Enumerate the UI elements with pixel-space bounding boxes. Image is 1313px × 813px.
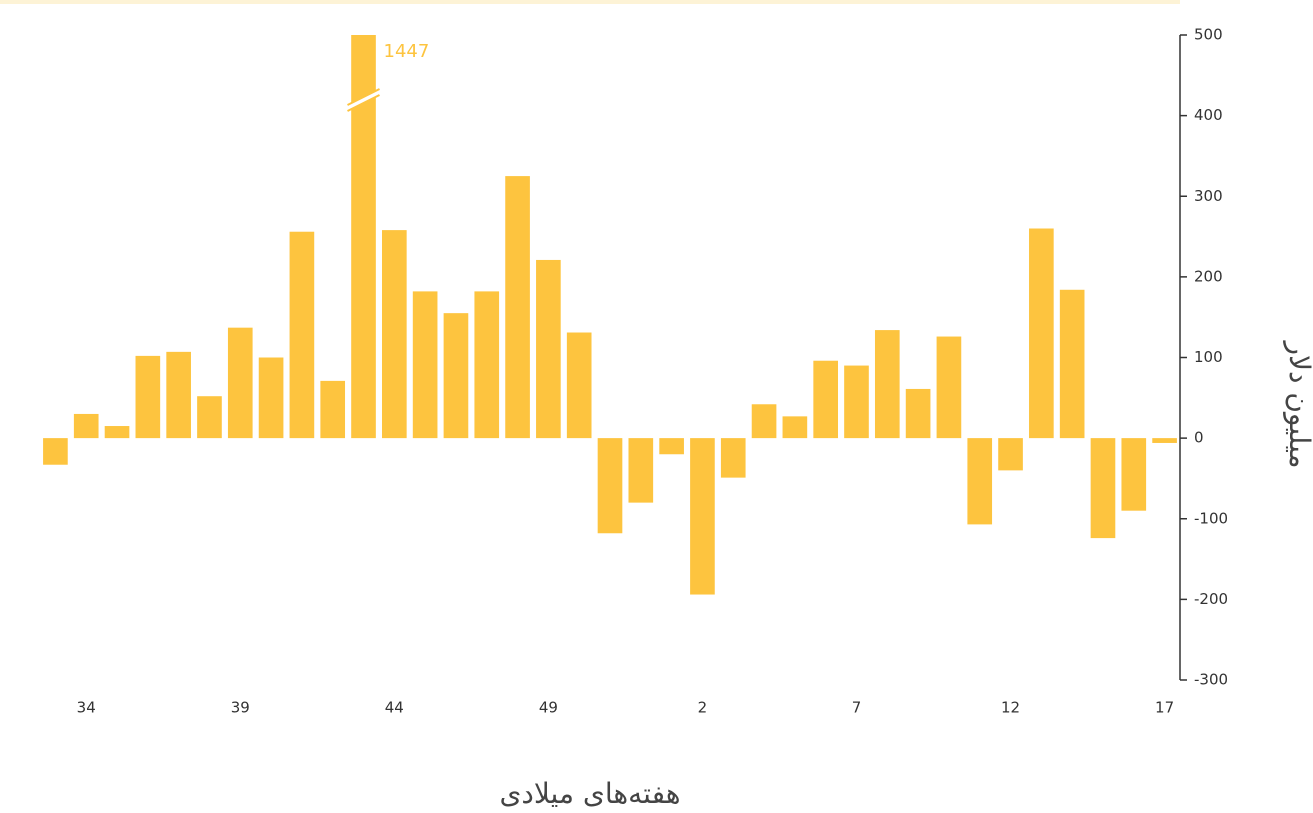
bar <box>967 438 993 525</box>
top-band <box>0 0 1180 4</box>
x-tick-label: 39 <box>231 699 250 717</box>
axis-break-line <box>347 88 380 106</box>
bar <box>536 259 561 439</box>
y-tick-label: -300 <box>1194 671 1228 689</box>
bar <box>412 291 438 439</box>
bar <box>1059 289 1085 439</box>
bar <box>43 438 68 465</box>
bar <box>258 357 284 439</box>
x-tick-label: 44 <box>385 699 404 717</box>
bar <box>690 438 715 595</box>
data-label: 1447 <box>384 41 430 62</box>
x-tick-label: 34 <box>77 699 96 717</box>
x-axis-label: هفته‌های میلادی <box>499 777 680 810</box>
bar <box>104 426 130 439</box>
y-axis-label: میلیون دلار <box>1283 339 1313 468</box>
x-tick-label: 17 <box>1155 699 1174 717</box>
bar <box>628 438 654 503</box>
x-tick-label: 12 <box>1001 699 1020 717</box>
y-tick-label: 500 <box>1194 26 1223 44</box>
y-tick-label: 400 <box>1194 106 1223 124</box>
bar <box>166 351 191 439</box>
bar <box>782 416 808 439</box>
bar <box>720 438 746 478</box>
bar <box>1121 438 1147 511</box>
bar <box>844 365 869 439</box>
bar <box>289 231 315 439</box>
bar <box>505 176 530 439</box>
axis-break <box>347 89 380 111</box>
y-tick-label: 300 <box>1194 187 1223 205</box>
bar <box>905 388 931 439</box>
bar <box>135 355 161 439</box>
bar <box>382 230 407 439</box>
bar <box>1029 228 1054 439</box>
bar <box>936 336 962 439</box>
bar <box>597 438 623 534</box>
bar <box>443 313 469 439</box>
y-tick-label: 100 <box>1194 348 1223 366</box>
x-tick-label: 49 <box>539 699 558 717</box>
y-tick-label: 0 <box>1194 429 1204 447</box>
bar <box>566 332 592 439</box>
bar <box>1152 438 1177 443</box>
bar <box>659 438 684 455</box>
y-tick-label: -200 <box>1194 590 1228 608</box>
bar <box>227 327 253 439</box>
axis-break-line <box>347 94 380 112</box>
bar <box>197 396 222 439</box>
y-tick-label: 200 <box>1194 267 1223 285</box>
bar <box>998 438 1023 471</box>
bar <box>874 330 900 439</box>
x-tick-label: 2 <box>698 699 708 717</box>
y-tick-label: -100 <box>1194 509 1228 527</box>
bar <box>474 291 500 439</box>
bar <box>751 404 777 439</box>
bar <box>320 380 346 439</box>
x-tick-label: 7 <box>852 699 862 717</box>
bar <box>73 413 99 439</box>
bar <box>813 360 838 439</box>
bar <box>1090 438 1116 539</box>
